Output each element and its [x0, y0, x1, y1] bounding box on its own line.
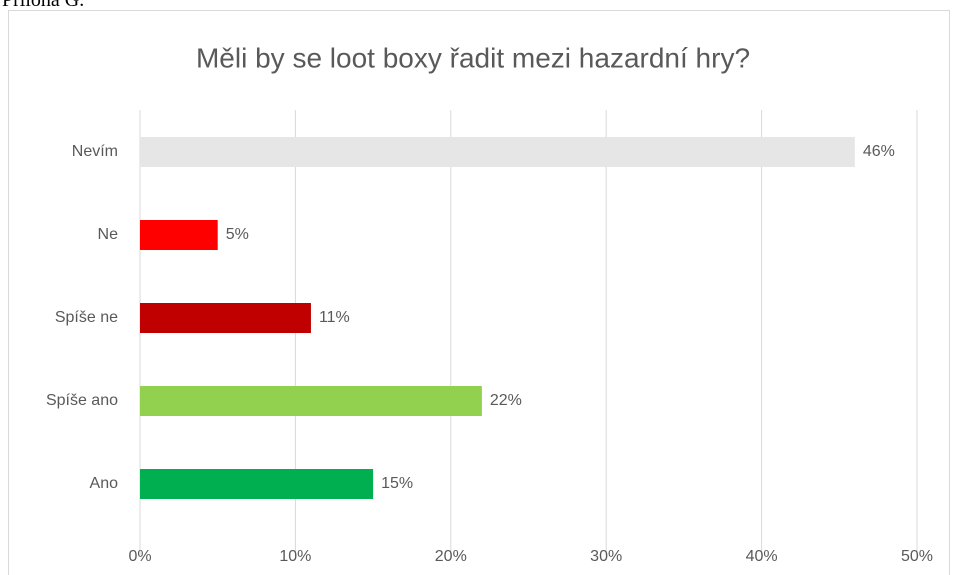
value-label: 15% — [381, 475, 413, 492]
y-tick-label: Spíše ne — [55, 309, 118, 326]
x-tick-label: 10% — [279, 548, 311, 565]
value-label: 46% — [863, 143, 895, 160]
y-tick-label: Nevím — [72, 143, 118, 160]
y-tick-label: Spíše ano — [46, 392, 118, 409]
x-tick-label: 40% — [746, 548, 778, 565]
value-label: 11% — [319, 309, 350, 326]
y-tick-label: Ano — [90, 475, 119, 492]
bar — [140, 303, 311, 333]
caption: Příloha G. — [2, 0, 84, 11]
bar — [140, 386, 482, 416]
bar — [140, 469, 374, 499]
value-label: 5% — [226, 226, 249, 243]
bar — [140, 220, 218, 250]
value-label: 22% — [490, 392, 522, 409]
chart-title: Měli by se loot boxy řadit mezi hazardní… — [196, 42, 750, 73]
y-tick-label: Ne — [98, 226, 119, 243]
x-tick-label: 20% — [435, 548, 467, 565]
x-tick-label: 0% — [128, 548, 151, 565]
bar — [140, 137, 855, 167]
x-tick-label: 30% — [590, 548, 622, 565]
x-tick-label: 50% — [901, 548, 933, 565]
